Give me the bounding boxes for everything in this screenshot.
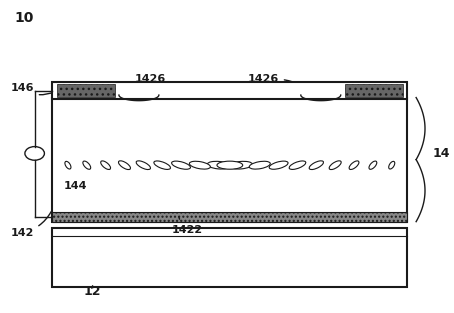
- Ellipse shape: [217, 161, 243, 169]
- Ellipse shape: [136, 161, 150, 170]
- Circle shape: [25, 146, 44, 160]
- Ellipse shape: [249, 161, 270, 169]
- Ellipse shape: [207, 161, 230, 169]
- Bar: [52, 212, 407, 222]
- Text: 1426: 1426: [134, 74, 166, 94]
- Text: 144: 144: [64, 181, 87, 191]
- Bar: [52, 228, 407, 287]
- Text: 12: 12: [84, 285, 101, 298]
- Text: 10: 10: [15, 11, 34, 25]
- Ellipse shape: [309, 161, 324, 170]
- Ellipse shape: [389, 162, 395, 169]
- Text: 142: 142: [10, 212, 51, 238]
- Text: 14: 14: [433, 147, 450, 160]
- Text: 1422: 1422: [172, 217, 203, 234]
- Ellipse shape: [189, 161, 210, 169]
- Bar: [345, 84, 403, 97]
- Bar: [52, 98, 407, 222]
- Ellipse shape: [329, 161, 341, 170]
- Bar: [57, 84, 114, 97]
- Text: 1426: 1426: [247, 74, 319, 95]
- Ellipse shape: [269, 161, 288, 169]
- Ellipse shape: [229, 161, 252, 169]
- Bar: [52, 82, 407, 99]
- Ellipse shape: [118, 161, 130, 170]
- Ellipse shape: [65, 162, 71, 169]
- Ellipse shape: [289, 161, 306, 169]
- Text: 146: 146: [10, 83, 54, 95]
- Ellipse shape: [83, 161, 91, 169]
- Ellipse shape: [154, 161, 171, 169]
- Ellipse shape: [101, 161, 110, 169]
- Ellipse shape: [349, 161, 359, 169]
- Ellipse shape: [172, 161, 191, 169]
- Ellipse shape: [369, 161, 377, 169]
